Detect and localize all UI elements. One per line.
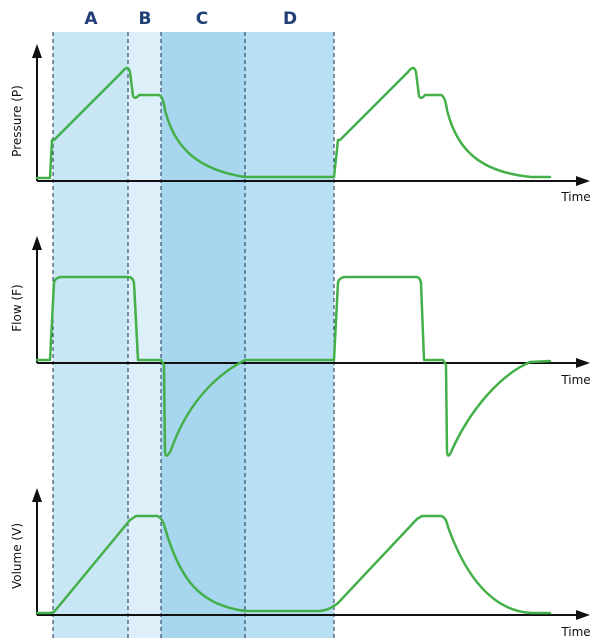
pressure-x-arrow [576,176,590,186]
pressure-time-label: Time [560,190,590,204]
phase-label-a: A [84,9,98,29]
pressure-waveform [35,66,552,180]
phase-labels: A B C D [84,9,297,29]
phase-label-d: D [283,9,297,29]
flow-x-arrow [576,358,590,368]
pressure-axis-label: Pressure (P) [10,85,24,157]
volume-time-label: Time [560,625,590,638]
phase-label-c: C [196,9,208,29]
waveforms [35,66,552,615]
phase-band-d [245,32,334,638]
volume-waveform [35,514,552,615]
axes [32,44,590,620]
volume-axis-label: Volume (V) [10,523,24,589]
phase-band-c [161,32,245,638]
phase-bands [53,32,334,638]
flow-y-arrow [32,236,42,250]
flow-waveform [35,275,552,457]
pressure-y-arrow [32,44,42,58]
phase-label-b: B [139,9,152,29]
volume-x-arrow [576,610,590,620]
phase-dividers [52,32,335,638]
flow-axis-label: Flow (F) [10,284,24,331]
phase-band-b [128,32,161,638]
phase-band-a [53,32,128,638]
volume-y-arrow [32,488,42,502]
flow-time-label: Time [560,373,590,387]
